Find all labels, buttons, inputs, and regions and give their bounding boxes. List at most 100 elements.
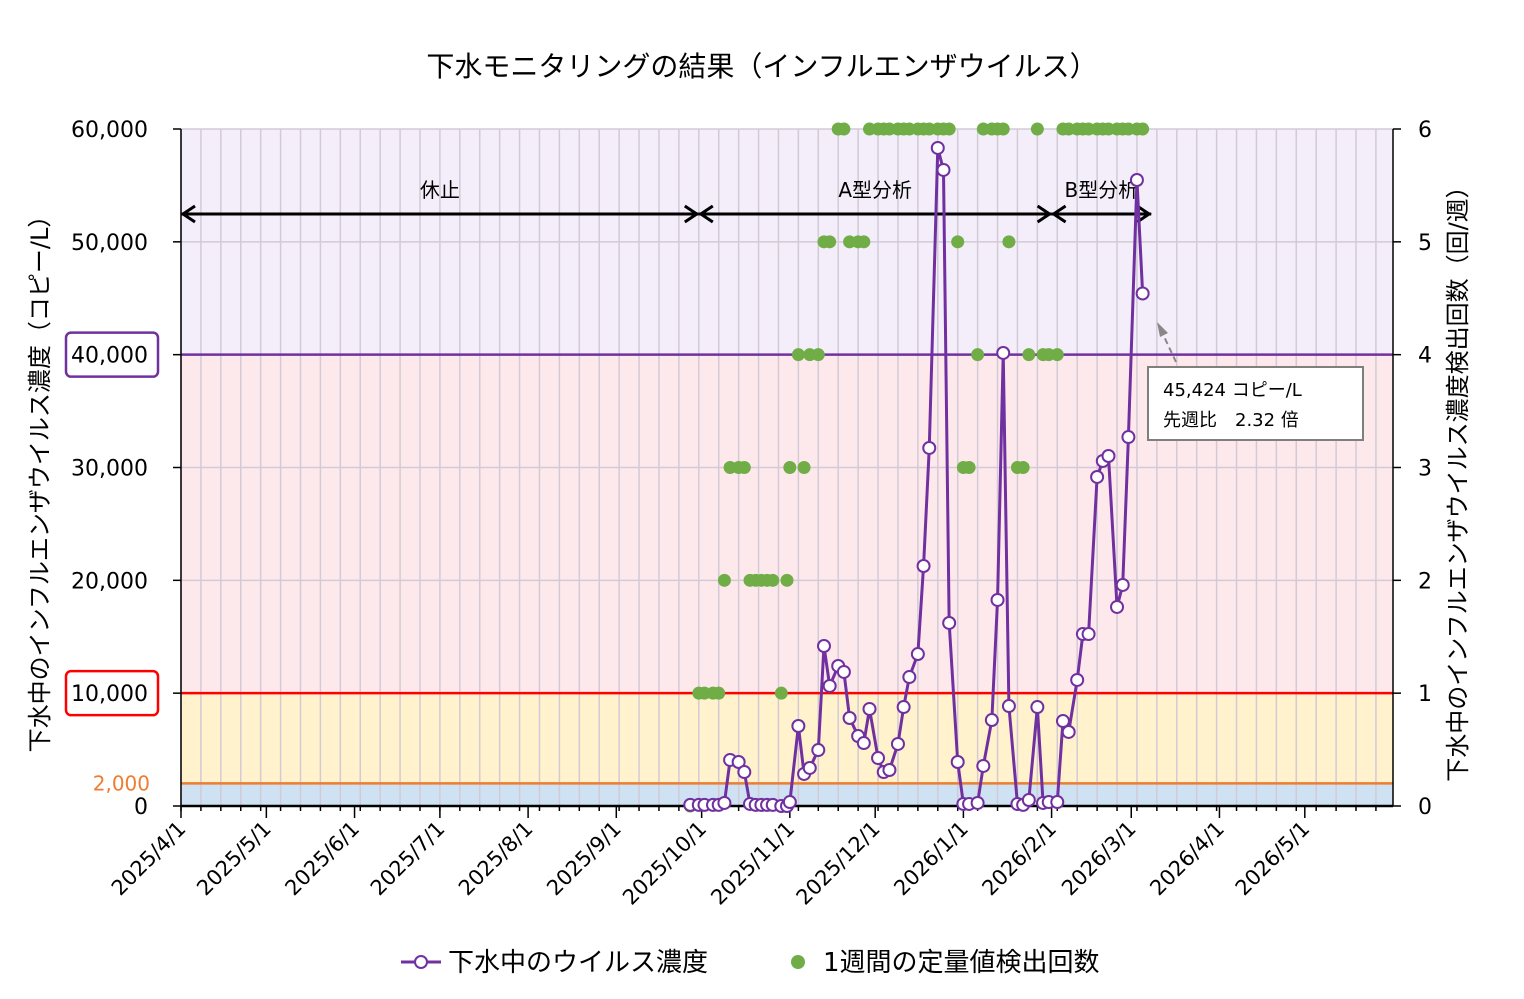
- detection-count-point: [1030, 122, 1044, 136]
- callout-line2: 先週比 2.32 倍: [1163, 410, 1299, 431]
- legend-item-concentration[interactable]: 下水中のウイルス濃度: [401, 948, 708, 978]
- detection-count-point: [774, 686, 788, 700]
- detection-count-point: [797, 461, 811, 474]
- concentration-point: [984, 713, 999, 728]
- y-left-tick-label: 10,000: [71, 682, 148, 707]
- concentration-point: [976, 758, 991, 773]
- arrowhead-left: [698, 204, 714, 224]
- y-right-tick-label: 4: [1418, 344, 1432, 369]
- concentration-point: [791, 719, 806, 734]
- concentration-point: [910, 647, 925, 662]
- arrowhead-left: [1050, 204, 1067, 224]
- y-left-tick-label: 0: [134, 795, 148, 820]
- y-left-tick-label: 30,000: [71, 457, 148, 482]
- x-tick-label: 2025/6/1: [280, 817, 364, 901]
- legend-label-detection-count: 1週間の定量値検出回数: [823, 948, 1100, 978]
- concentration-point: [896, 700, 911, 715]
- x-tick-label: 2025/10/1: [618, 817, 711, 910]
- concentration-point: [930, 140, 945, 155]
- x-tick-label: 2026/5/1: [1231, 817, 1315, 901]
- detection-count-point: [1050, 348, 1064, 362]
- detection-count-point: [783, 461, 797, 474]
- concentration-point: [922, 440, 937, 455]
- concentration-point: [862, 701, 877, 716]
- concentration-point: [996, 345, 1011, 360]
- arrowhead-right: [1036, 204, 1053, 224]
- concentration-point: [882, 763, 897, 778]
- concentration-point: [822, 678, 837, 693]
- concentration-point: [842, 710, 857, 725]
- concentration-point: [737, 765, 752, 780]
- detection-count-point: [712, 686, 726, 700]
- arrowhead-left: [180, 204, 196, 224]
- x-tick-label: 2025/8/1: [454, 817, 538, 901]
- arrowhead-right: [683, 204, 700, 224]
- concentration-series: [683, 140, 1150, 813]
- detection-count-point: [837, 122, 851, 136]
- concentration-point: [1055, 714, 1070, 729]
- concentration-point: [1021, 793, 1036, 808]
- y-right-tick-label: 5: [1418, 231, 1432, 256]
- concentration-point: [836, 664, 851, 679]
- concentration-point: [1135, 286, 1150, 301]
- callout-box: [1147, 366, 1364, 441]
- concentration-point: [1090, 469, 1105, 484]
- concentration-point: [942, 615, 957, 630]
- detection-count-point: [823, 235, 837, 249]
- detection-count-point: [971, 348, 985, 362]
- period-label: A型分析: [838, 178, 912, 202]
- concentration-point: [970, 795, 985, 810]
- legend-item-detection-count[interactable]: 1週間の定量値検出回数: [791, 948, 1100, 978]
- concentration-point: [717, 795, 732, 810]
- legend-label-concentration: 下水中のウイルス濃度: [448, 948, 708, 978]
- concentration-point: [1070, 672, 1085, 687]
- concentration-point: [1129, 173, 1144, 188]
- concentration-point: [916, 559, 931, 574]
- y-right-tick-label: 1: [1418, 682, 1432, 707]
- y-axis-left-title: 下水中のインフルエンザウイルス濃度（コピー/L）: [26, 204, 54, 753]
- legend-marker-detection-count: [791, 955, 805, 969]
- y-right-tick-label: 2: [1418, 569, 1432, 594]
- concentration-point: [1001, 699, 1016, 714]
- arrowhead-right: [1136, 204, 1152, 224]
- y-left-tick-highlight-box: [64, 669, 160, 717]
- detection-count-series: [683, 122, 1150, 813]
- detection-count-point: [1016, 461, 1030, 474]
- y-left-tick-label: 50,000: [71, 231, 148, 256]
- x-tick-label: 2026/1/1: [889, 817, 973, 901]
- detection-count-point: [1136, 122, 1150, 136]
- band: [181, 693, 1393, 784]
- callout-line1: 45,424 コピー/L: [1163, 380, 1302, 401]
- callout: 45,424 コピー/L 先週比 2.32 倍: [1147, 322, 1364, 441]
- detection-count-point: [811, 348, 825, 362]
- y-left-tick-label: 40,000: [71, 344, 148, 369]
- x-tick-label: 2025/12/1: [792, 817, 885, 910]
- detection-count-point: [791, 348, 805, 362]
- concentration-point: [1081, 627, 1096, 642]
- detection-count-point: [737, 461, 751, 474]
- concentration-point: [856, 736, 871, 751]
- concentration-point: [950, 754, 965, 769]
- x-tick-label: 2025/4/1: [107, 817, 191, 901]
- detection-count-point: [1002, 235, 1016, 249]
- x-tick-label: 2026/4/1: [1145, 817, 1229, 901]
- concentration-point: [936, 162, 951, 177]
- concentration-point: [1115, 577, 1130, 592]
- y-left-tick-label: 60,000: [71, 118, 148, 143]
- detection-count-point: [1022, 348, 1036, 362]
- detection-count-point: [780, 573, 794, 587]
- y-left-tick-label-2000: 2,000: [93, 771, 150, 795]
- y-axis-right-title: 下水中のインフルエンザウイルス濃度検出回数（回/週）: [1444, 174, 1472, 781]
- concentration-point: [871, 751, 886, 766]
- detection-count-point: [717, 573, 731, 587]
- legend-marker-concentration: [414, 955, 428, 969]
- concentration-point: [1101, 448, 1116, 463]
- detection-count-point: [951, 235, 965, 249]
- legend: 下水中のウイルス濃度 1週間の定量値検出回数: [401, 948, 1100, 978]
- y-left-tick-label: 20,000: [71, 569, 148, 594]
- x-tick-label: 2025/5/1: [192, 817, 276, 901]
- concentration-point: [811, 743, 826, 758]
- y-right-tick-label: 6: [1418, 118, 1432, 143]
- detection-count-point: [766, 573, 780, 587]
